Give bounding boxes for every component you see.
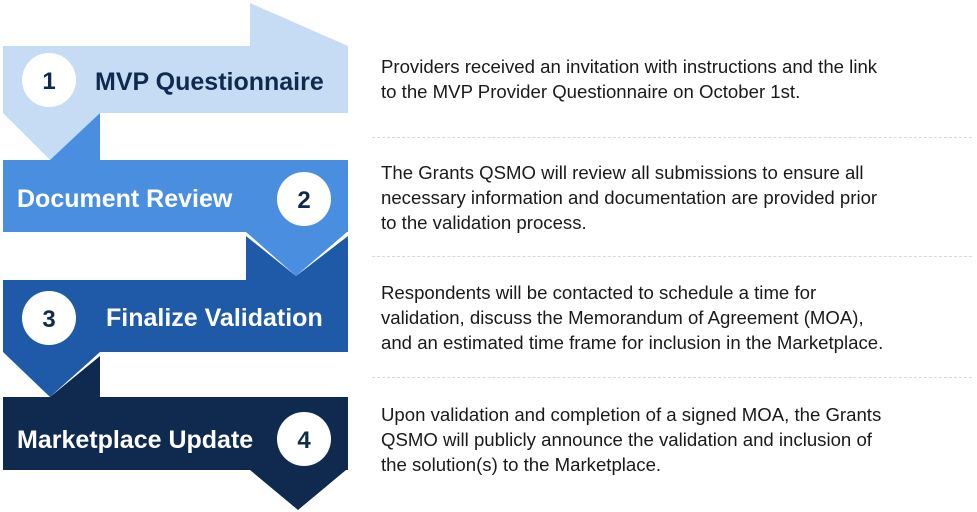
step-2-description-line: necessary information and documentation … bbox=[381, 187, 878, 208]
step-3-description-line: and an estimated time frame for inclusio… bbox=[381, 332, 884, 353]
step-3-number: 3 bbox=[42, 306, 55, 333]
step-2-arrow bbox=[3, 113, 348, 276]
step-3-description: Respondents will be contacted to schedul… bbox=[381, 280, 971, 355]
step-1-description-line: Providers received an invitation with in… bbox=[381, 56, 878, 77]
step-2-label: Document Review bbox=[17, 185, 233, 213]
step-1-number-circle bbox=[22, 53, 76, 107]
separator bbox=[372, 256, 972, 257]
separator bbox=[372, 137, 972, 138]
step-2-description: The Grants QSMO will review all submissi… bbox=[381, 160, 971, 235]
step-4-description-line: QSMO will publicly announce the validati… bbox=[381, 429, 872, 450]
step-1-label: MVP Questionnaire bbox=[95, 68, 324, 96]
step-3-description-line: Respondents will be contacted to schedul… bbox=[381, 282, 817, 303]
step-4-description: Upon validation and completion of a sign… bbox=[381, 402, 971, 477]
step-4-description-line: Upon validation and completion of a sign… bbox=[381, 404, 882, 425]
step-3-description-line: validation, discuss the Memorandum of Ag… bbox=[381, 307, 864, 328]
step-4-label: Marketplace Update bbox=[17, 426, 253, 454]
step-1-description-line: to the MVP Provider Questionnaire on Oct… bbox=[381, 81, 801, 102]
step-2-description-line: The Grants QSMO will review all submissi… bbox=[381, 162, 864, 183]
step-4-number-circle bbox=[277, 412, 331, 466]
step-2-description-line: to the validation process. bbox=[381, 212, 587, 233]
step-4-description-line: the solution(s) to the Marketplace. bbox=[381, 454, 662, 475]
step-4-number: 4 bbox=[297, 427, 311, 454]
step-3-arrow bbox=[3, 236, 348, 397]
separator bbox=[372, 377, 972, 378]
step-1-arrow bbox=[3, 3, 348, 160]
step-1-number: 1 bbox=[42, 68, 55, 95]
step-3-number-circle bbox=[22, 291, 76, 345]
step-4-arrow bbox=[3, 356, 348, 510]
step-1-description: Providers received an invitation with in… bbox=[381, 54, 971, 104]
step-2-number-circle bbox=[277, 172, 331, 226]
step-3-label: Finalize Validation bbox=[106, 304, 323, 332]
step-2-number: 2 bbox=[297, 187, 310, 214]
